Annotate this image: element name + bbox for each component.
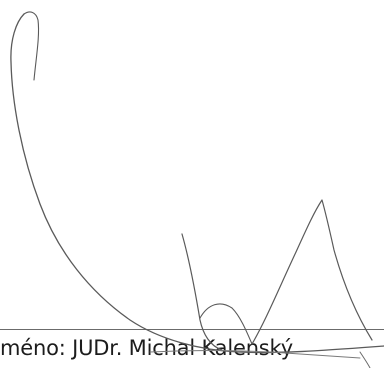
signature-stroke (359, 351, 371, 368)
signature-stroke (251, 199, 373, 345)
signature-stroke (181, 233, 223, 351)
signature-stroke (10, 13, 384, 354)
signature-line (0, 329, 384, 330)
signature-stroke (23, 11, 40, 81)
signatory-name-caption: méno: JUDr. Michal Kalenský (0, 336, 293, 360)
